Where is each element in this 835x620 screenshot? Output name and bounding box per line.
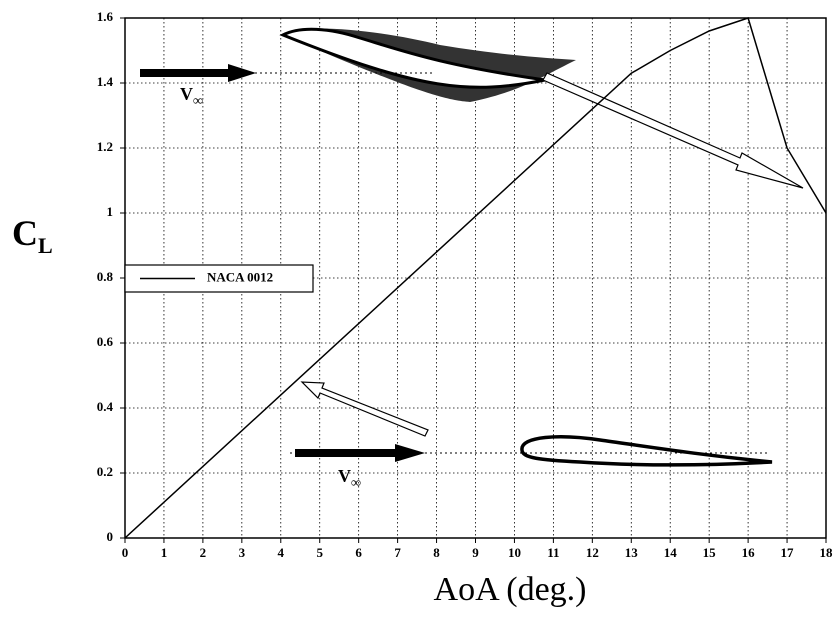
plot: 00.20.40.60.811.21.41.60 1 2 3 4 5 6 7 8 9 10 11 12 1… [97,9,833,560]
x-tick-label: 11 [547,545,559,560]
annotation-text: V [338,466,351,486]
series-line [124,17,827,539]
flow-arrow [140,64,256,82]
y-tick-label: 1.2 [97,139,113,154]
x-tick-label: 13 [625,545,639,560]
annotation: V∞ [180,84,203,109]
x-tick-label: 7 [394,545,401,560]
annotation-subscript: ∞ [193,94,203,109]
x-tick-label: 10 [508,545,521,560]
legend-label: NACA 0012 [207,269,273,284]
x-tick-label: 2 [200,545,207,560]
annotation: V∞ [338,466,361,491]
flow-arrow [295,444,425,462]
x-tick-label: 8 [433,545,440,560]
x-tick-label: 4 [278,545,285,560]
y-tick-label: 0 [107,529,114,544]
x-axis-label: AoA (deg.) [434,571,587,608]
x-tick-label: 1 [161,545,168,560]
y-tick-label: 0.2 [97,464,113,479]
annotation-subscript: ∞ [351,476,361,491]
x-tick-label: 3 [239,545,246,560]
lift-arrow [300,381,429,437]
lift-arrow [542,72,804,189]
y-axis-label: CL [12,213,53,258]
x-tick-label: 18 [820,545,834,560]
airfoil-upper [279,27,546,89]
y-tick-label: 1.4 [97,74,114,89]
y-axis-label-sub: L [38,233,53,258]
x-tick-label: 5 [316,545,323,560]
x-tick-label: 14 [664,545,678,560]
x-tick-label: 17 [781,545,795,560]
x-tick-label: 6 [355,545,362,560]
y-tick-label: 0.6 [97,334,114,349]
annotation-text: V [180,84,193,104]
y-axis-label-main: C [12,213,38,253]
x-tick-label: 12 [586,545,599,560]
y-tick-label: 1.6 [97,9,114,24]
x-tick-label: 15 [703,545,717,560]
y-tick-label: 0.4 [97,399,114,414]
airfoil-lower [520,435,773,467]
x-tick-label: 16 [742,545,756,560]
x-tick-label: 0 [122,545,129,560]
y-tick-label: 1 [107,204,114,219]
y-tick-label: 0.8 [97,269,114,284]
x-tick-label: 9 [472,545,479,560]
